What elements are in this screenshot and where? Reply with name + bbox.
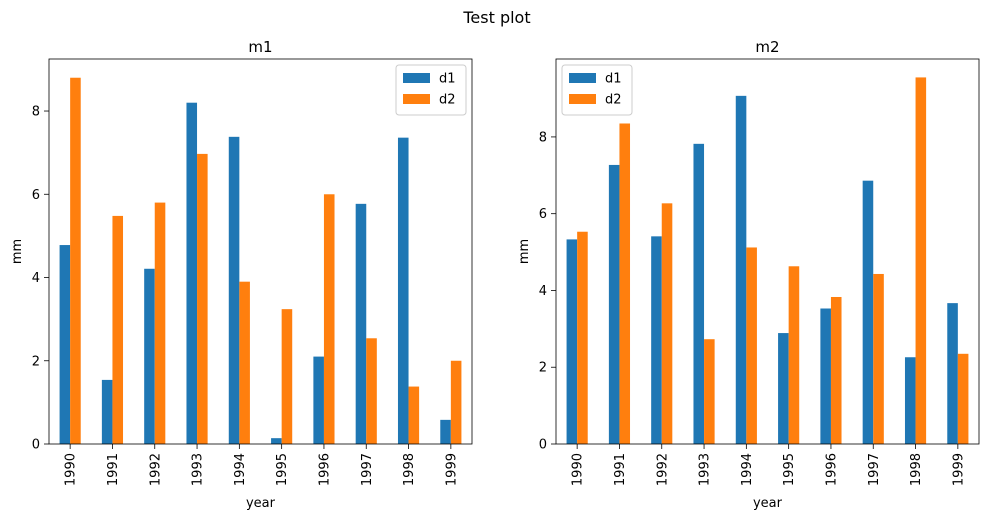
bar-d2-1998 [915,77,927,445]
bar-d1-1997 [862,180,874,444]
bar-d2-1996 [830,296,842,444]
bar-d1-1993 [693,143,705,444]
y-tick-label: 8 [539,130,547,145]
x-tick-label: 1992 [148,453,163,486]
bar-d1-1992 [651,236,662,444]
y-tick-label: 6 [539,207,547,222]
chart-title: m1 [248,38,272,56]
bar-d1-1994 [228,136,240,444]
x-tick-label: 1995 [782,453,797,486]
x-tick-label: 1993 [191,453,206,486]
bar-d1-1992 [144,268,155,444]
x-tick-label: 1999 [444,453,459,486]
legend-swatch-d1 [403,73,430,83]
bar-d1-1991 [608,164,620,444]
bar-d1-1995 [778,333,789,444]
x-tick-label: 1996 [317,453,332,486]
bar-d2-1997 [366,338,377,444]
bar-d2-1994 [239,281,250,444]
y-axis-label: mm [10,239,25,264]
y-tick-label: 4 [32,271,40,286]
bar-d2-1999 [450,360,462,444]
legend-swatch-d2 [403,94,430,104]
bar-d2-1994 [746,247,757,444]
x-tick-label: 1992 [655,453,670,486]
bar-d1-1999 [440,419,451,444]
bar-d2-1997 [873,273,884,444]
bars-m2 [566,77,969,445]
bar-d2-1993 [704,339,715,444]
y-tick-label: 8 [32,105,40,120]
legend-label-d2: d2 [439,93,456,108]
bar-d1-1996 [820,308,831,444]
y-tick-label: 4 [539,284,547,299]
x-tick-label: 1991 [613,453,628,486]
x-tick-label: 1998 [909,453,924,486]
bar-d2-1995 [281,309,293,444]
bar-d2-1990 [577,231,588,444]
bar-d2-1993 [197,153,208,444]
axes-frame [555,58,980,445]
x-tick-label: 1991 [106,453,121,486]
y-tick-label: 2 [32,354,40,369]
x-tick-label: 1997 [867,453,882,486]
bar-d2-1995 [788,266,800,444]
bar-d1-1991 [101,379,113,444]
chart-title: m2 [755,38,779,56]
bar-d1-1996 [313,356,324,444]
figure-suptitle: Test plot [462,8,530,27]
x-tick-label: 1990 [571,453,586,486]
y-tick-label: 0 [32,438,40,453]
subplot-m2: 0 2 4 6 8 1990 1991 1992 1993 1994 1995 1996 1997 199… [517,38,980,511]
bar-d1-1990 [566,239,578,444]
x-axis-label: year [753,496,783,511]
bar-d1-1999 [947,303,958,444]
bar-d2-1992 [154,202,166,444]
bars-m1 [59,77,462,444]
legend-swatch-d2 [569,94,596,104]
bar-d1-1998 [904,357,916,444]
axes-frame [48,58,473,445]
bar-d2-1992 [661,203,673,444]
bar-d2-1991 [112,215,124,444]
x-axis-label: year [246,496,276,511]
x-tick-label: 1996 [824,453,839,486]
bar-d1-1994 [735,95,747,444]
bar-d1-1997 [355,203,367,444]
bar-d1-1993 [186,102,198,444]
bar-d2-1999 [957,353,969,444]
x-tick-label: 1998 [402,453,417,486]
y-tick-label: 6 [32,188,40,203]
bar-d2-1990 [70,77,81,444]
x-tick-label: 1999 [951,453,966,486]
subplot-m1: 0 2 4 6 8 1990 1991 1992 1993 1994 1995 1996 1997 199… [10,38,473,511]
legend-label-d1: d1 [439,72,456,87]
y-axis-label: mm [517,239,532,264]
y-tick-label: 0 [539,438,547,453]
x-tick-label: 1993 [698,453,713,486]
legend-swatch-d1 [569,73,596,83]
legend-label-d2: d2 [605,93,622,108]
bar-d1-1998 [397,137,409,444]
y-tick-label: 2 [539,361,547,376]
bar-d1-1995 [271,438,282,444]
x-tick-label: 1994 [740,453,755,486]
bar-d2-1996 [323,194,335,444]
x-tick-label: 1990 [64,453,79,486]
bar-d1-1990 [59,245,71,444]
bar-d2-1998 [408,386,420,444]
x-tick-label: 1994 [233,453,248,486]
x-tick-label: 1997 [360,453,375,486]
legend-label-d1: d1 [605,72,622,87]
bar-d2-1991 [619,123,631,445]
x-tick-label: 1995 [275,453,290,486]
